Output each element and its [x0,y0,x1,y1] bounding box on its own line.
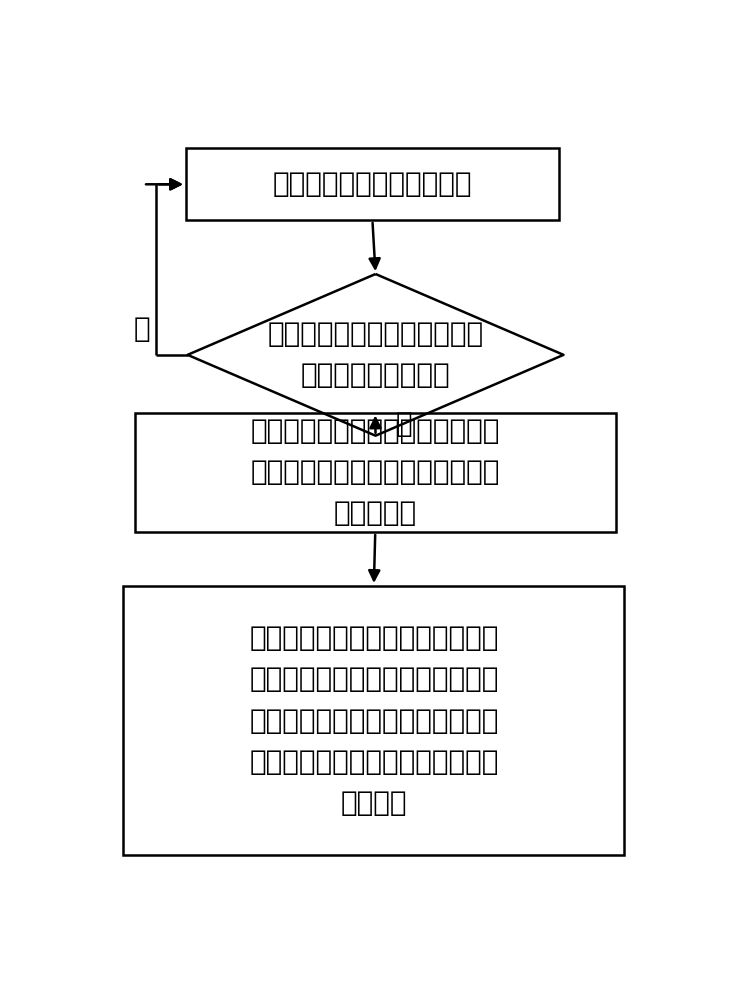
Bar [135,413,616,532]
Text: 根据目标磁道区域的使用信息构造
用于访问目标磁道区域的顺序写请
求，并向瓦记录磁盘发送顺序写请
求，以触发瓦记录磁盘清理持久缓
存的操作: 根据目标磁道区域的使用信息构造 用于访问目标磁道区域的顺序写请 求，并向瓦记录磁… [249,624,498,817]
Text: 监测瓦记录磁盘的使用情况: 监测瓦记录磁盘的使用情况 [273,170,472,198]
Bar [123,586,625,855]
Text: 检测到空闲窗口且持久缓存剩
余空间低于空闲阈値: 检测到空闲窗口且持久缓存剩 余空间低于空闲阈値 [268,320,484,389]
Text: 获得磁道区域的使用信息，并确定
清理持久缓存时需要写入数据的目
标磁道区域: 获得磁道区域的使用信息，并确定 清理持久缓存时需要写入数据的目 标磁道区域 [251,417,500,527]
Bar [186,148,559,220]
Text: 否: 否 [134,315,151,343]
Text: 是: 是 [395,410,412,438]
